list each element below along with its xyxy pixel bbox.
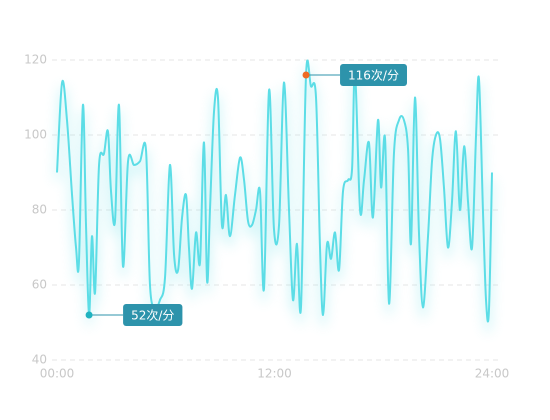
annotation-box	[340, 64, 407, 86]
y-tick-label: 100	[24, 128, 47, 142]
marker	[85, 311, 93, 319]
y-tick-label: 80	[32, 203, 47, 217]
annotation-box	[123, 304, 183, 326]
y-tick-label: 40	[32, 353, 47, 367]
line-glow	[54, 65, 495, 333]
annotation-label: 116次/分	[348, 69, 399, 83]
y-tick-label: 60	[32, 278, 47, 292]
x-tick-label: 24:00	[475, 367, 510, 381]
line	[56, 59, 493, 323]
x-tick-label: 00:00	[40, 367, 75, 381]
y-tick-label: 120	[24, 53, 47, 67]
x-tick-label: 12:00	[257, 367, 292, 381]
marker	[302, 71, 310, 79]
annotation-label: 52次/分	[131, 309, 174, 323]
